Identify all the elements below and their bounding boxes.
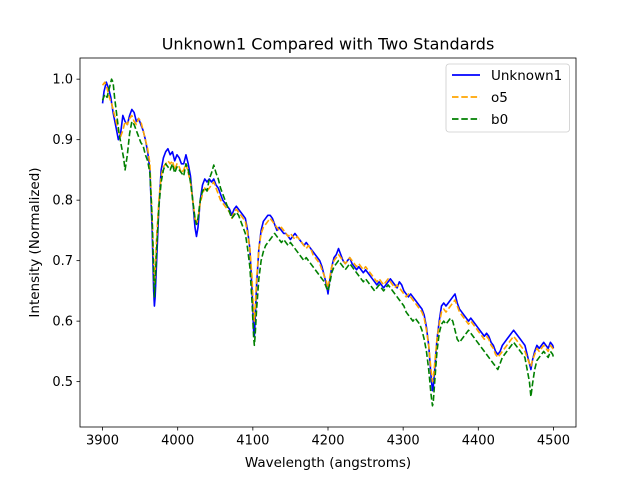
legend: Unknown1 o5 b0	[445, 63, 570, 133]
x-tick-label: 4000	[161, 434, 194, 449]
x-tick-label: 4500	[537, 434, 570, 449]
legend-label-b0: b0	[491, 112, 508, 128]
y-tick-label: 1.0	[52, 73, 73, 88]
y-tick-label: 0.9	[52, 133, 73, 148]
y-axis-label: Intensity (Normalized)	[27, 167, 43, 317]
x-tick-label: 3900	[86, 434, 119, 449]
series-layer	[101, 78, 555, 407]
series-line-o5	[101, 81, 555, 383]
x-tick-label: 4200	[311, 434, 344, 449]
y-tick-label: 0.8	[52, 194, 73, 209]
x-axis: 3900 4000 4100 4200 4300 4400 4500	[86, 427, 570, 449]
x-axis-label: Wavelength (angstroms)	[245, 455, 411, 471]
chart-title: Unknown1 Compared with Two Standards	[162, 35, 495, 54]
y-tick-label: 0.6	[52, 315, 73, 330]
x-tick-label: 4100	[236, 434, 269, 449]
legend-label-o5: o5	[491, 90, 508, 106]
legend-box	[445, 63, 570, 133]
x-tick-label: 4400	[462, 434, 495, 449]
y-tick-label: 0.7	[52, 254, 73, 269]
legend-label-unknown1: Unknown1	[491, 68, 562, 84]
series-line-b0	[101, 78, 555, 407]
y-tick-label: 0.5	[52, 375, 73, 390]
y-axis: 0.5 0.6 0.7 0.8 0.9 1.0	[52, 73, 80, 390]
x-tick-label: 4300	[387, 434, 420, 449]
